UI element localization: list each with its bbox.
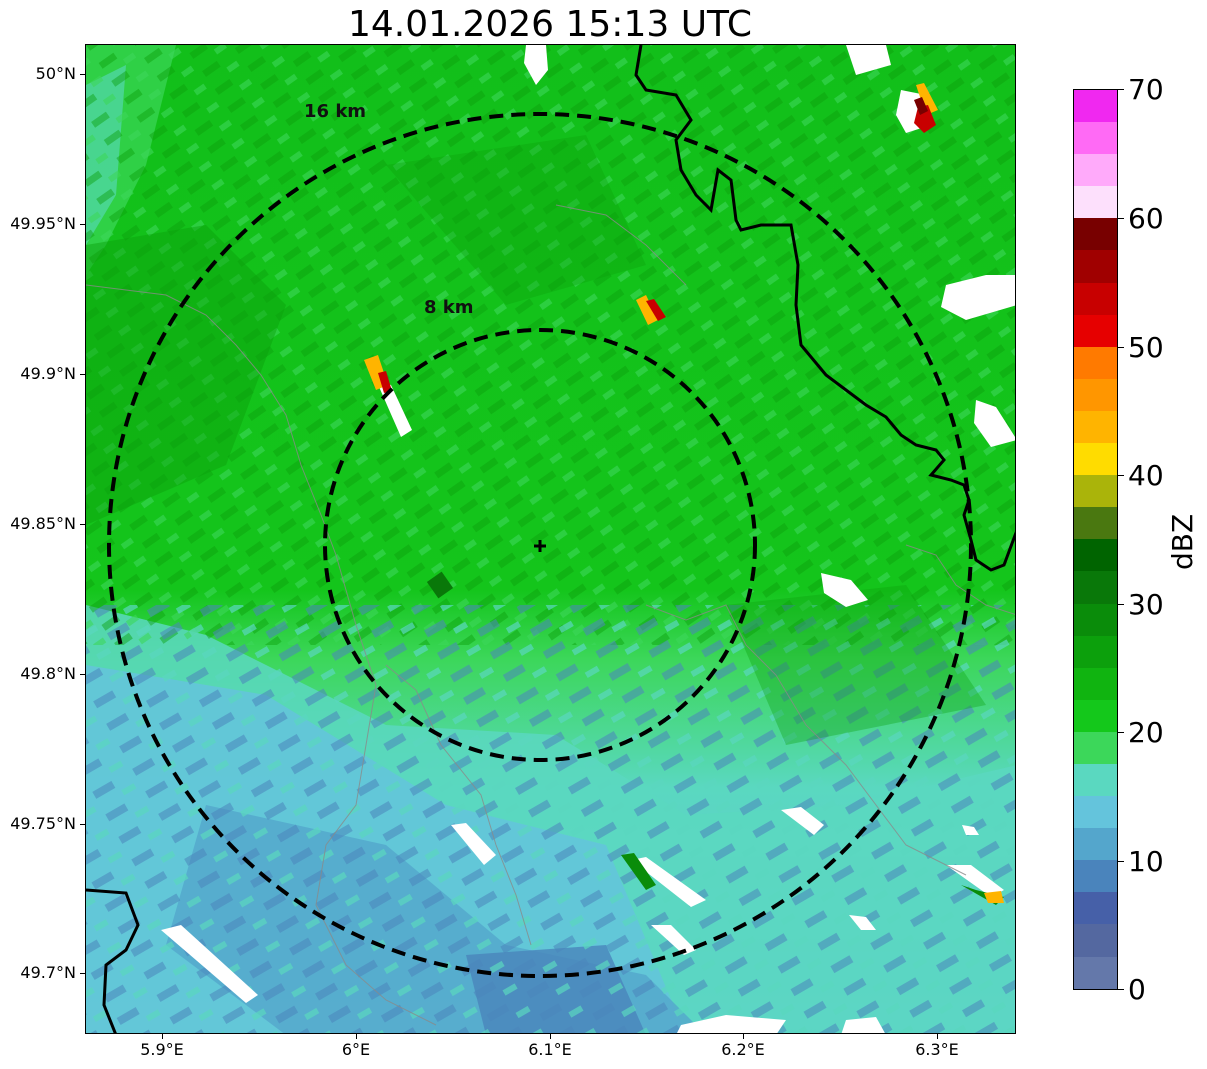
tick-mark [80, 973, 85, 974]
tick-mark [356, 1034, 357, 1039]
tick-mark [80, 824, 85, 825]
colorbar-segment [1074, 218, 1117, 251]
radar-site-marker [534, 540, 546, 552]
colorbar-tick-label: 0 [1128, 973, 1146, 1006]
colorbar-segment [1074, 956, 1117, 989]
radar-map: 16 km 8 km [85, 44, 1016, 1034]
lon-tick-label: 6.2°E [721, 1040, 765, 1059]
colorbar-tick-label: 40 [1128, 459, 1164, 492]
colorbar-segment [1074, 186, 1117, 219]
tick-mark [1118, 475, 1124, 476]
colorbar-segment [1074, 892, 1117, 925]
colorbar-segment [1074, 828, 1117, 861]
strong-echoes [364, 83, 1004, 905]
lat-tick-label: 49.8°N [20, 664, 76, 683]
tick-mark [80, 374, 85, 375]
colorbar-segment [1074, 763, 1117, 797]
colorbar-segment [1074, 346, 1117, 379]
colorbar-tick-label: 10 [1128, 845, 1164, 878]
tick-mark [1118, 218, 1124, 219]
range-ring-16km [107, 112, 973, 978]
colorbar-segment [1074, 860, 1117, 893]
radar-reflectivity-field: 16 km 8 km [86, 45, 1015, 1033]
tick-mark [550, 1034, 551, 1039]
lon-tick-label: 6.1°E [528, 1040, 572, 1059]
colorbar-segment [1074, 282, 1117, 315]
colorbar-tick-label: 30 [1128, 588, 1164, 621]
colorbar-unit-label: dBZ [1166, 513, 1199, 570]
tick-mark [1118, 732, 1124, 733]
lon-tick-label: 6.3°E [915, 1040, 959, 1059]
colorbar-segment [1074, 603, 1117, 636]
colorbar-segment [1074, 796, 1117, 829]
tick-mark [1118, 347, 1124, 348]
range-ring-8km [323, 328, 757, 762]
colorbar-tick-label: 70 [1128, 73, 1164, 106]
lat-tick-label: 50°N [35, 64, 76, 83]
colorbar-segment [1074, 314, 1117, 347]
colorbar-tick-label: 50 [1128, 331, 1164, 364]
tick-mark [937, 1034, 938, 1039]
colorbar-segment [1074, 731, 1117, 764]
lon-tick-label: 6°E [341, 1040, 371, 1059]
lat-tick-label: 49.9°N [20, 364, 76, 383]
colorbar-segment [1074, 90, 1117, 123]
clutter-echoes [161, 45, 1015, 1033]
tick-mark [162, 1034, 163, 1039]
colorbar-segment [1074, 378, 1117, 411]
lat-tick-label: 49.7°N [20, 963, 76, 982]
colorbar-segment [1074, 667, 1117, 700]
colorbar-segment [1074, 507, 1117, 540]
colorbar-segment [1074, 443, 1117, 476]
colorbar-tick-label: 20 [1128, 716, 1164, 749]
colorbar-segment [1074, 924, 1117, 957]
lat-tick-label: 49.95°N [10, 214, 76, 233]
colorbar-segment [1074, 250, 1117, 283]
colorbar-segment [1074, 410, 1117, 444]
tick-mark [80, 674, 85, 675]
tick-mark [1118, 89, 1124, 90]
tick-mark [1118, 989, 1124, 990]
colorbar-segment [1074, 475, 1117, 508]
colorbar-segment [1074, 571, 1117, 604]
map-title: 14.01.2026 15:13 UTC [347, 4, 753, 45]
tick-mark [80, 74, 85, 75]
colorbar-segment [1074, 699, 1117, 732]
admin-boundaries [86, 204, 1015, 1026]
tick-mark [1118, 604, 1124, 605]
tick-mark [743, 1034, 744, 1039]
country-border [86, 888, 140, 1033]
tick-mark [80, 224, 85, 225]
lon-tick-label: 5.9°E [140, 1040, 184, 1059]
colorbar-segment [1074, 154, 1117, 187]
lat-tick-label: 49.85°N [10, 514, 76, 533]
colorbar-tick-label: 60 [1128, 202, 1164, 235]
colorbar-segment [1074, 635, 1117, 668]
tick-mark [1118, 861, 1124, 862]
colorbar-segment [1074, 122, 1117, 155]
reflectivity-colorbar [1073, 89, 1118, 990]
range-ring-label: 8 km [424, 297, 474, 318]
tick-mark [80, 524, 85, 525]
colorbar-segment [1074, 539, 1117, 572]
lat-tick-label: 49.75°N [10, 814, 76, 833]
range-ring-label: 16 km [304, 101, 366, 122]
